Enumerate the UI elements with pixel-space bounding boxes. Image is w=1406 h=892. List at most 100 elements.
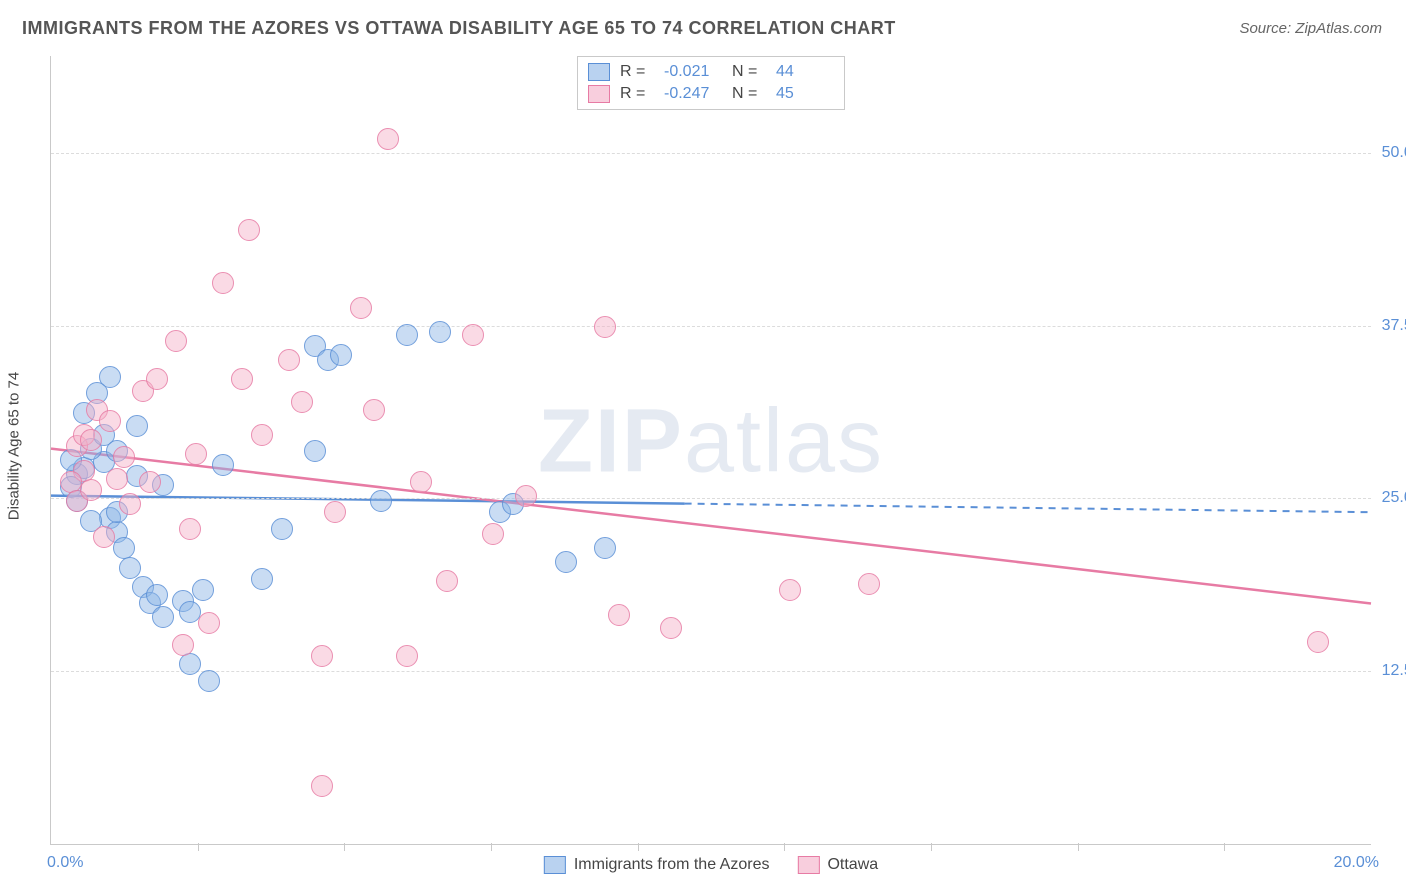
data-point [152, 606, 174, 628]
data-point [271, 518, 293, 540]
data-point [350, 297, 372, 319]
y-axis-tick-label: 50.0% [1382, 144, 1406, 162]
data-point [198, 612, 220, 634]
legend-r-value: -0.021 [664, 61, 722, 83]
data-point [146, 584, 168, 606]
swatch-icon [544, 856, 566, 874]
data-point [106, 468, 128, 490]
swatch-icon [588, 63, 610, 81]
series-legend: Immigrants from the Azores Ottawa [544, 856, 878, 874]
data-point [146, 368, 168, 390]
x-axis-tick [1224, 843, 1225, 851]
data-point [779, 579, 801, 601]
data-point [198, 670, 220, 692]
data-point [80, 429, 102, 451]
data-point [660, 617, 682, 639]
data-point [238, 219, 260, 241]
legend-row: R = -0.247 N = 45 [588, 83, 834, 105]
data-point [429, 321, 451, 343]
data-point [311, 775, 333, 797]
legend-r-value: -0.247 [664, 83, 722, 105]
y-axis-tick-label: 25.0% [1382, 489, 1406, 507]
legend-n-value: 45 [776, 83, 834, 105]
chart-title: IMMIGRANTS FROM THE AZORES VS OTTAWA DIS… [22, 18, 896, 39]
legend-n-label: N = [732, 83, 766, 105]
data-point [165, 330, 187, 352]
data-point [594, 537, 616, 559]
scatter-chart: ZIPatlas R = -0.021 N = 44 R = -0.247 N … [50, 56, 1371, 845]
data-point [377, 128, 399, 150]
data-point [363, 399, 385, 421]
data-point [594, 316, 616, 338]
legend-row: R = -0.021 N = 44 [588, 61, 834, 83]
data-point [212, 272, 234, 294]
legend-n-label: N = [732, 61, 766, 83]
x-axis-tick [638, 843, 639, 851]
data-point [608, 604, 630, 626]
legend-r-label: R = [620, 61, 654, 83]
data-point [192, 579, 214, 601]
data-point [1307, 631, 1329, 653]
legend-n-value: 44 [776, 61, 834, 83]
data-point [462, 324, 484, 346]
data-point [212, 454, 234, 476]
data-point [172, 634, 194, 656]
y-axis-title: Disability Age 65 to 74 [6, 372, 23, 520]
legend-item: Ottawa [797, 856, 878, 874]
x-axis-tick [491, 843, 492, 851]
data-point [179, 601, 201, 623]
gridline [51, 326, 1371, 327]
x-axis-tick [931, 843, 932, 851]
x-axis-min-label: 0.0% [47, 854, 83, 872]
swatch-icon [797, 856, 819, 874]
data-point [396, 645, 418, 667]
source-attribution: Source: ZipAtlas.com [1239, 20, 1382, 37]
data-point [231, 368, 253, 390]
x-axis-tick [784, 843, 785, 851]
gridline [51, 498, 1371, 499]
legend-item: Immigrants from the Azores [544, 856, 770, 874]
data-point [396, 324, 418, 346]
data-point [482, 523, 504, 545]
data-point [126, 415, 148, 437]
data-point [251, 568, 273, 590]
data-point [278, 349, 300, 371]
data-point [99, 410, 121, 432]
legend-label: Immigrants from the Azores [574, 856, 770, 874]
data-point [515, 485, 537, 507]
data-point [324, 501, 346, 523]
correlation-legend: R = -0.021 N = 44 R = -0.247 N = 45 [577, 56, 845, 110]
gridline [51, 671, 1371, 672]
x-axis-tick [1078, 843, 1079, 851]
data-point [80, 479, 102, 501]
y-axis-tick-label: 12.5% [1382, 662, 1406, 680]
data-point [139, 471, 161, 493]
legend-r-label: R = [620, 83, 654, 105]
data-point [119, 557, 141, 579]
trend-lines [51, 56, 1371, 844]
data-point [113, 446, 135, 468]
data-point [370, 490, 392, 512]
data-point [304, 440, 326, 462]
data-point [251, 424, 273, 446]
x-axis-max-label: 20.0% [1334, 854, 1379, 872]
data-point [311, 645, 333, 667]
watermark-text: ZIPatlas [538, 390, 884, 493]
data-point [858, 573, 880, 595]
swatch-icon [588, 85, 610, 103]
data-point [410, 471, 432, 493]
x-axis-tick [344, 843, 345, 851]
x-axis-tick [198, 843, 199, 851]
data-point [330, 344, 352, 366]
legend-label: Ottawa [827, 856, 878, 874]
y-axis-tick-label: 37.5% [1382, 317, 1406, 335]
data-point [179, 653, 201, 675]
data-point [185, 443, 207, 465]
gridline [51, 153, 1371, 154]
data-point [291, 391, 313, 413]
data-point [436, 570, 458, 592]
data-point [93, 526, 115, 548]
data-point [179, 518, 201, 540]
data-point [119, 493, 141, 515]
data-point [555, 551, 577, 573]
